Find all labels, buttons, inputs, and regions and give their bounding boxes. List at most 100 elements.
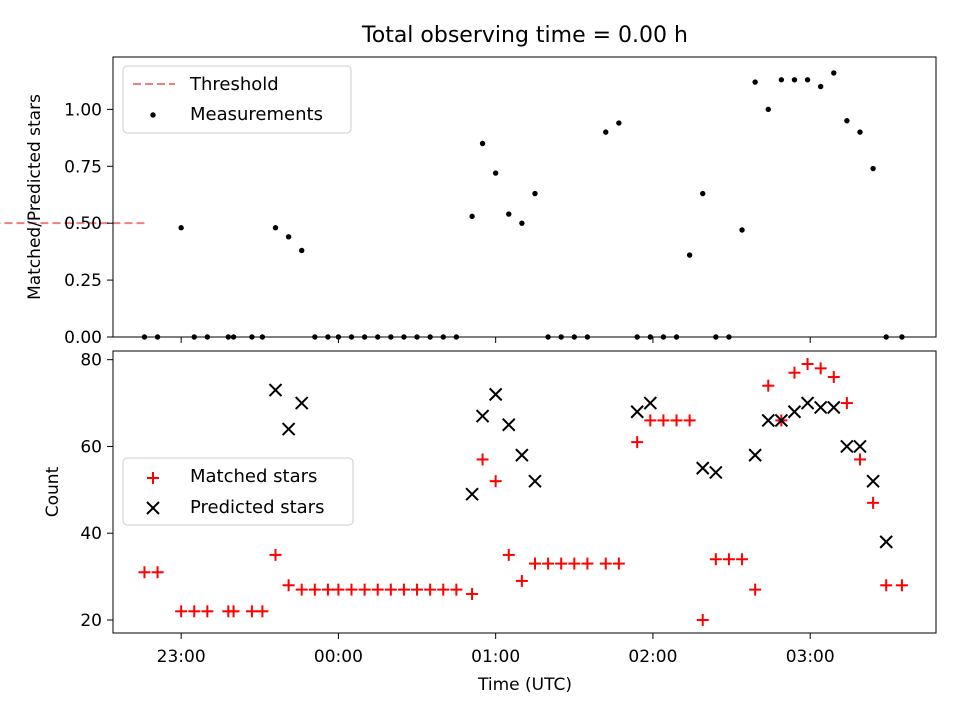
matched-star-point <box>801 358 814 371</box>
matched-star-point <box>515 574 528 587</box>
ratio-x-ticks <box>180 337 811 343</box>
predicted-star-stroke-b <box>502 418 516 432</box>
measurement-point <box>603 129 609 135</box>
matched-star-point <box>151 566 164 579</box>
measurement-point <box>739 227 745 233</box>
measurement-point <box>178 225 184 231</box>
matched-star-point <box>282 579 295 592</box>
matched-star-point <box>555 557 568 570</box>
measurement-point <box>831 70 837 76</box>
measurement-point <box>616 120 622 126</box>
predicted-star-stroke-b <box>748 448 762 462</box>
ratio-y-axis-label: Matched/Predicted stars <box>25 94 45 300</box>
matched-star-point <box>269 548 282 561</box>
ratio-panel: Total observing time = 0.00 h 0.000.250.… <box>0 23 937 348</box>
measurement-point <box>804 77 811 83</box>
predicted-star-point <box>528 474 542 488</box>
matched-star-point <box>358 583 371 596</box>
predicted-star-point <box>840 439 854 454</box>
measurement-point <box>778 77 785 83</box>
x-tick-label: 01:00 <box>471 647 520 667</box>
x-tick-label: 00:00 <box>314 647 363 667</box>
predicted-star-point <box>502 418 516 432</box>
measurement-point <box>272 225 279 231</box>
predicted-star-point <box>465 487 479 501</box>
predicted-star-stroke-b <box>630 405 644 419</box>
measurement-point <box>844 118 850 124</box>
matched-star-point <box>384 583 397 596</box>
matched-legend-label: Matched stars <box>190 466 317 487</box>
matched-star-point <box>345 583 358 596</box>
predicted-star-stroke-b <box>281 422 296 436</box>
matched-star-point <box>788 366 801 379</box>
predicted-star-stroke-b <box>488 387 503 402</box>
measurement-point <box>492 170 499 176</box>
matched-star-point <box>683 414 696 427</box>
matched-star-point <box>853 453 866 466</box>
measurement-point <box>686 252 693 258</box>
count-y-tick-label: 20 <box>80 611 102 631</box>
matched-star-point <box>308 583 321 596</box>
ratio-y-tick-label: 0.75 <box>64 157 102 177</box>
matched-star-point <box>542 557 555 570</box>
ratio-y-tick-label: 1.00 <box>64 100 102 120</box>
predicted-star-point <box>813 400 828 415</box>
count-axes-frame <box>112 350 937 634</box>
matched-star-point <box>568 557 581 570</box>
measurement-point <box>752 79 758 85</box>
matched-star-point <box>476 453 489 466</box>
ratio-y-tick-label: 0.50 <box>64 214 102 234</box>
predicted-star-stroke-b <box>696 461 710 475</box>
predicted-star-point <box>295 396 309 410</box>
matched-star-point <box>138 566 151 579</box>
x-tick-label: 23:00 <box>157 647 206 667</box>
predicted-star-point <box>879 535 893 549</box>
predicted-star-stroke-b <box>475 409 490 423</box>
measurement-point <box>479 140 486 147</box>
matched-star-point <box>736 553 749 566</box>
predicted-star-stroke-b <box>774 413 789 428</box>
measurement-point <box>285 234 292 240</box>
matched-star-point <box>657 414 670 427</box>
ratio-legend: Threshold Measurements <box>122 65 352 134</box>
predicted-star-stroke-b <box>528 474 542 488</box>
measurement-point <box>532 190 538 197</box>
predicted-star-point <box>281 422 296 436</box>
predicted-star-point <box>748 448 762 462</box>
measurement-point <box>857 129 863 135</box>
x-tick-label: 03:00 <box>786 647 835 667</box>
matched-star-point <box>722 553 735 566</box>
count-x-ticks: 23:00 00:00 01:00 02:00 03:00 <box>157 633 835 667</box>
predicted-star-point <box>488 387 503 402</box>
count-panel: 20 40 60 80 23:00 00:00 01:00 02:00 03:00 Count… <box>43 350 937 695</box>
count-legend: Matched stars Predicted stars <box>122 457 354 526</box>
matched-star-point <box>245 605 258 618</box>
predicted-star-point <box>761 413 775 428</box>
predicted-star-stroke-b <box>643 396 658 410</box>
matched-star-point <box>437 583 450 596</box>
measurement-point <box>506 211 512 217</box>
matched-star-point <box>840 397 853 410</box>
measurement-point <box>817 83 824 90</box>
measurement-point <box>791 77 798 83</box>
matched-star-point <box>466 587 479 600</box>
predicted-star-point <box>866 474 880 488</box>
predicted-star-point <box>475 409 490 423</box>
matched-star-point <box>397 583 410 596</box>
measurement-point <box>299 247 305 254</box>
predicted-star-stroke-b <box>879 535 893 549</box>
measurement-point <box>700 190 706 197</box>
measurement-point <box>765 106 771 113</box>
matched-star-point <box>827 371 840 384</box>
count-legend-box <box>122 457 354 526</box>
measurement-point <box>870 165 876 172</box>
matched-star-point <box>644 414 657 427</box>
predicted-star-stroke-b <box>813 400 828 415</box>
matched-star-point <box>696 613 709 626</box>
predicted-star-point <box>268 383 283 397</box>
predicted-star-stroke-b <box>465 487 479 501</box>
predicted-star-point <box>709 465 723 480</box>
predicted-star-point <box>774 413 789 428</box>
count-y-tick-label: 40 <box>80 524 102 544</box>
predicted-star-stroke-b <box>268 383 283 397</box>
